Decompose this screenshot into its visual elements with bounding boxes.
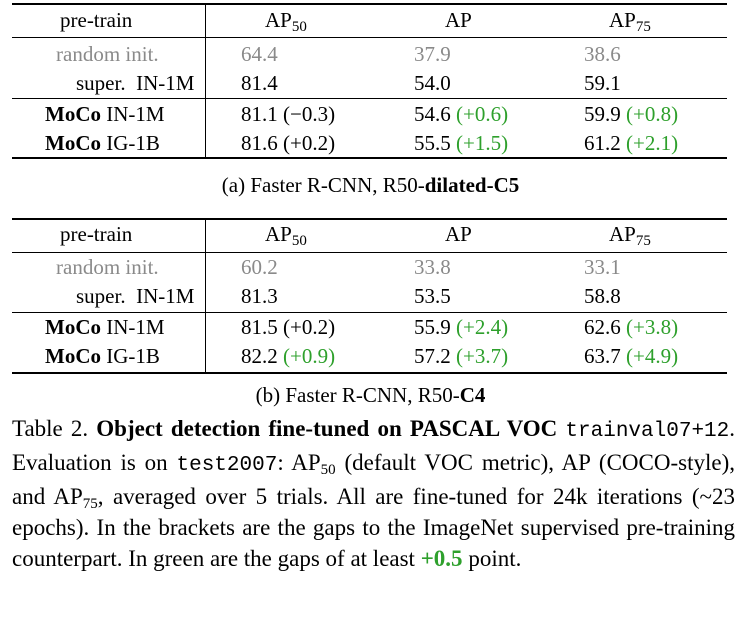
cell-ap50: 81.4 (241, 71, 278, 95)
table-caption: Table 2. Object detection fine-tuned on … (12, 416, 735, 571)
header-ap: AP (445, 222, 472, 246)
cell-ap75: 38.6 (584, 42, 621, 66)
row-model: random init. (56, 42, 159, 66)
cell-ap: 54.6 (+0.6) (414, 102, 509, 126)
row-model: super. IN-1M (76, 284, 195, 308)
header-pretrain: pre-train (60, 8, 133, 32)
row-model: MoCo IG-1B (45, 131, 160, 155)
cell-ap75: 59.9 (+0.8) (584, 102, 679, 126)
cell-ap50: 81.6 (+0.2) (241, 131, 336, 155)
cell-ap: 54.0 (414, 71, 451, 95)
cell-ap50: 82.2 (+0.9) (241, 344, 336, 368)
bottom-rule (12, 372, 727, 374)
cell-ap: 37.9 (414, 42, 451, 66)
subtable-caption-a: (a) Faster R-CNN, R50-dilated-C5 (221, 173, 520, 197)
header-pretrain: pre-train (60, 222, 133, 246)
header-ap50: AP50 (265, 222, 307, 249)
header-ap75: AP75 (609, 8, 651, 35)
column-divider (205, 5, 206, 157)
row-model: super. IN-1M (76, 71, 195, 95)
cell-ap75: 59.1 (584, 71, 621, 95)
row-model: MoCo IN-1M (45, 102, 165, 126)
cell-ap50: 81.1 (−0.3) (241, 102, 336, 126)
caption-label: Table 2. (12, 416, 89, 441)
top-rule (12, 218, 727, 220)
cell-ap50: 64.4 (241, 42, 278, 66)
cell-ap: 57.2 (+3.7) (414, 344, 509, 368)
cell-ap50: 81.5 (+0.2) (241, 315, 336, 339)
row-model: MoCo IN-1M (45, 315, 165, 339)
cell-ap50: 60.2 (241, 255, 278, 279)
cell-ap75: 33.1 (584, 255, 621, 279)
header-ap: AP (445, 8, 472, 32)
header-rule (12, 252, 727, 253)
cell-ap75: 63.7 (+4.9) (584, 344, 679, 368)
header-rule (12, 37, 727, 38)
header-ap50: AP50 (265, 8, 307, 35)
column-divider (205, 220, 206, 372)
cell-ap75: 62.6 (+3.8) (584, 315, 679, 339)
cell-ap75: 61.2 (+2.1) (584, 131, 679, 155)
top-rule (12, 3, 727, 5)
header-ap75: AP75 (609, 222, 651, 249)
cell-ap: 55.5 (+1.5) (414, 131, 509, 155)
group-rule (12, 98, 727, 99)
subtable-caption-b: (b) Faster R-CNN, R50-C4 (255, 383, 486, 407)
row-model: random init. (56, 255, 159, 279)
cell-ap: 33.8 (414, 255, 451, 279)
cell-ap: 55.9 (+2.4) (414, 315, 509, 339)
group-rule (12, 312, 727, 313)
cell-ap: 53.5 (414, 284, 451, 308)
cell-ap50: 81.3 (241, 284, 278, 308)
row-model: MoCo IG-1B (45, 344, 160, 368)
bottom-rule (12, 157, 727, 159)
cell-ap75: 58.8 (584, 284, 621, 308)
caption-title: Object detection fine-tuned on PASCAL VO… (96, 416, 558, 441)
